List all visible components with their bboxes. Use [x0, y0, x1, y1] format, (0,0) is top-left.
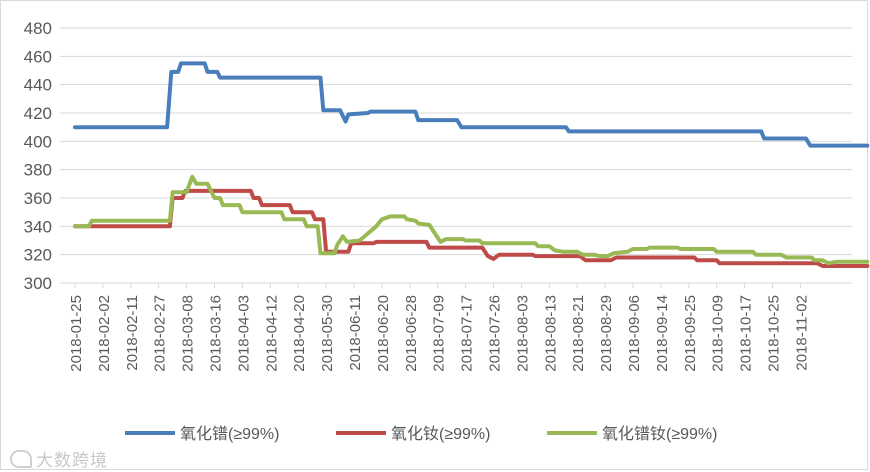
- series-line-1: [73, 61, 870, 148]
- x-tick-label: 2018-02-27: [152, 295, 169, 372]
- series-line-3: [73, 174, 870, 266]
- x-tick-label: 2018-08-29: [598, 295, 615, 372]
- x-tick-label: 2018-07-17: [459, 295, 476, 372]
- x-tick-label: 2018-01-25: [68, 295, 85, 372]
- grid-layer: [60, 27, 852, 284]
- y-tick-label: 480: [24, 19, 52, 38]
- x-tick-label: 2018-09-06: [626, 295, 643, 372]
- y-axis-ticks: 300 320 340 360 380 400 420 440 460 480: [24, 19, 52, 293]
- x-tick-label: 2018-04-12: [263, 295, 280, 372]
- x-tick-label: 2018-05-30: [319, 295, 336, 372]
- x-tick-label: 2018-07-26: [487, 295, 504, 372]
- series-layer: [73, 61, 870, 268]
- x-tick-label: 2018-10-25: [766, 295, 783, 372]
- x-tick-label: 2018-03-08: [180, 295, 197, 372]
- x-tick-label: 2018-02-02: [96, 295, 113, 372]
- watermark: 大数跨境: [10, 446, 108, 471]
- y-tick-label: 460: [24, 47, 52, 66]
- x-tick-label: 2018-04-03: [235, 295, 252, 372]
- x-tick-label: 2018-08-13: [542, 295, 559, 372]
- x-tick-label: 2018-10-09: [710, 295, 727, 372]
- x-tick-label: 2018-09-25: [682, 295, 699, 372]
- watermark-text: 大数跨境: [36, 451, 108, 471]
- x-axis-ticks: 2018-01-25 2018-02-02 2018-02-11 2018-02-27…: [68, 283, 810, 372]
- legend-label: 氧化镨(≥99%): [180, 425, 279, 443]
- series-line-2: [73, 188, 870, 268]
- y-tick-label: 440: [24, 76, 52, 95]
- x-tick-label: 2018-03-16: [208, 295, 225, 372]
- x-tick-label: 2018-06-11: [347, 295, 364, 371]
- x-tick-label: 2018-08-03: [514, 295, 531, 372]
- legend: 氧化镨(≥99%) 氧化钕(≥99%) 氧化镨钕(≥99%): [125, 425, 717, 443]
- y-tick-label: 340: [24, 217, 52, 236]
- logo-icon: [10, 450, 32, 468]
- x-tick-label: 2018-09-14: [654, 295, 671, 372]
- x-tick-label: 2018-08-21: [570, 295, 587, 372]
- y-tick-label: 400: [24, 132, 52, 151]
- legend-label: 氧化镨钕(≥99%): [602, 425, 717, 443]
- y-tick-label: 420: [24, 104, 52, 123]
- x-tick-label: 2018-06-28: [403, 295, 420, 372]
- y-tick-label: 360: [24, 189, 52, 208]
- x-tick-label: 2018-10-17: [738, 295, 755, 372]
- x-tick-label: 2018-02-11: [124, 295, 141, 371]
- x-tick-label: 2018-04-20: [291, 295, 308, 372]
- legend-label: 氧化钕(≥99%): [391, 425, 490, 443]
- x-tick-label: 2018-07-09: [431, 295, 448, 372]
- x-tick-label: 2018-11-02: [793, 295, 810, 371]
- x-tick-label: 2018-06-20: [375, 295, 392, 372]
- y-tick-label: 300: [24, 274, 52, 293]
- y-tick-label: 380: [24, 161, 52, 180]
- y-tick-label: 320: [24, 246, 52, 265]
